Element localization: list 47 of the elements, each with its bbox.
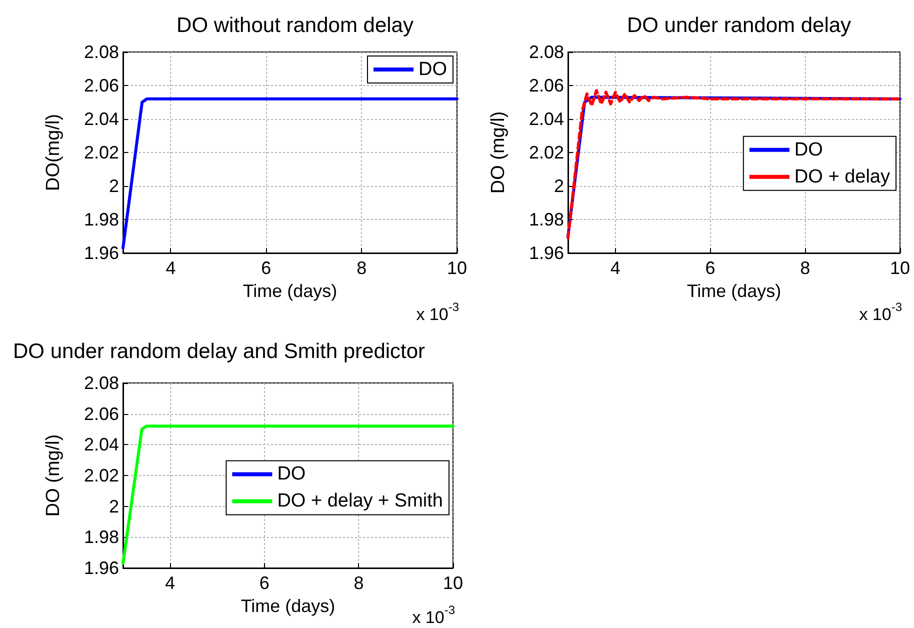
x-tick-label: 6 <box>259 573 270 593</box>
y-tick-label: 1.98 <box>528 210 564 230</box>
x-axis-title: Time (days) <box>686 280 782 301</box>
y-tick-label: 2.08 <box>528 42 564 62</box>
x-tick-label: 8 <box>356 258 367 278</box>
y-tick-label: 2.08 <box>84 373 119 393</box>
y-tick-label: 1.98 <box>84 527 119 548</box>
x-tick-label: 10 <box>890 258 910 278</box>
y-tick-label: 2 <box>554 176 564 196</box>
x-tick-label: 4 <box>610 258 620 278</box>
legend-label: DO <box>794 139 823 160</box>
x-tick-label: 6 <box>261 258 272 278</box>
legend-label: DO + delay + Smith <box>277 490 443 512</box>
y-tick-label: 1.98 <box>84 210 119 230</box>
x-tick-label: 4 <box>165 573 176 593</box>
y-axis-title: DO (mg/l) <box>488 111 509 194</box>
x-tick-label: 6 <box>705 258 716 278</box>
chart-title: DO under random delay <box>626 14 852 37</box>
legend-label: DO + delay <box>794 166 890 188</box>
y-tick-label: 2.04 <box>528 109 564 129</box>
y-tick-label: 2.02 <box>528 142 564 162</box>
y-tick-label: 2.02 <box>84 466 119 486</box>
y-tick-label: 2 <box>108 176 119 196</box>
y-tick-label: 2.06 <box>528 76 564 96</box>
y-axis-title: DO (mg/l) <box>43 434 64 517</box>
y-tick-label: 1.96 <box>528 243 564 263</box>
y-tick-label: 1.96 <box>84 243 119 263</box>
x-tick-label: 10 <box>442 573 464 593</box>
y-tick-label: 2.04 <box>84 109 119 129</box>
y-tick-label: 2.06 <box>84 76 119 96</box>
x-axis-title: Time (days) <box>242 280 338 301</box>
x-tick-label: 8 <box>800 258 810 278</box>
chart-title: DO under random delay and Smith predictor <box>13 340 426 363</box>
x-axis-title: Time (days) <box>240 596 336 616</box>
y-tick-label: 2.06 <box>84 404 119 424</box>
legend-label: DO <box>418 59 447 80</box>
y-axis-title: DO(mg/l) <box>43 114 64 192</box>
chart-title: DO without random delay <box>176 14 414 37</box>
y-tick-label: 2.04 <box>84 434 119 455</box>
legend-label: DO <box>277 464 306 485</box>
x-tick-label: 4 <box>166 258 176 278</box>
y-tick-label: 2 <box>108 496 119 516</box>
y-tick-label: 2.08 <box>84 42 119 62</box>
y-tick-label: 2.02 <box>84 142 119 162</box>
x-tick-label: 10 <box>446 258 468 278</box>
y-tick-label: 1.96 <box>84 558 119 578</box>
x-tick-label: 8 <box>354 573 364 593</box>
